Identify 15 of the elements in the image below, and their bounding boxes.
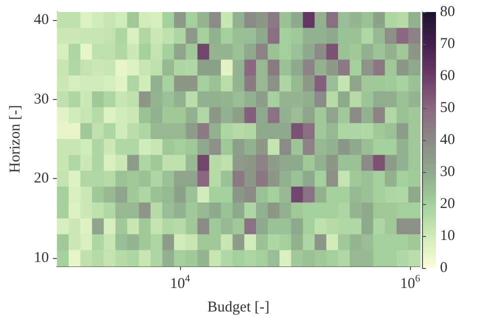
color-bar-label: 60 [440, 68, 455, 84]
color-bar-label: 30 [440, 164, 455, 180]
y-tick-label: 30 [34, 91, 49, 108]
color-bar-label: 0 [440, 260, 448, 276]
y-tick-label: 20 [34, 170, 49, 187]
y-tick-label: 10 [34, 250, 49, 266]
x-axis-title: Budget [-] [207, 300, 270, 316]
y-axis-title: Horizon [-] [8, 105, 24, 173]
color-bar-label: 10 [440, 228, 455, 244]
color-bar-label: 50 [440, 100, 455, 116]
color-bar-label: 40 [440, 132, 455, 148]
color-bar-label: 80 [440, 4, 455, 20]
color-bar-label: 70 [440, 36, 455, 52]
color-bar-label: 20 [440, 196, 455, 212]
y-tick-label: 40 [34, 12, 49, 28]
